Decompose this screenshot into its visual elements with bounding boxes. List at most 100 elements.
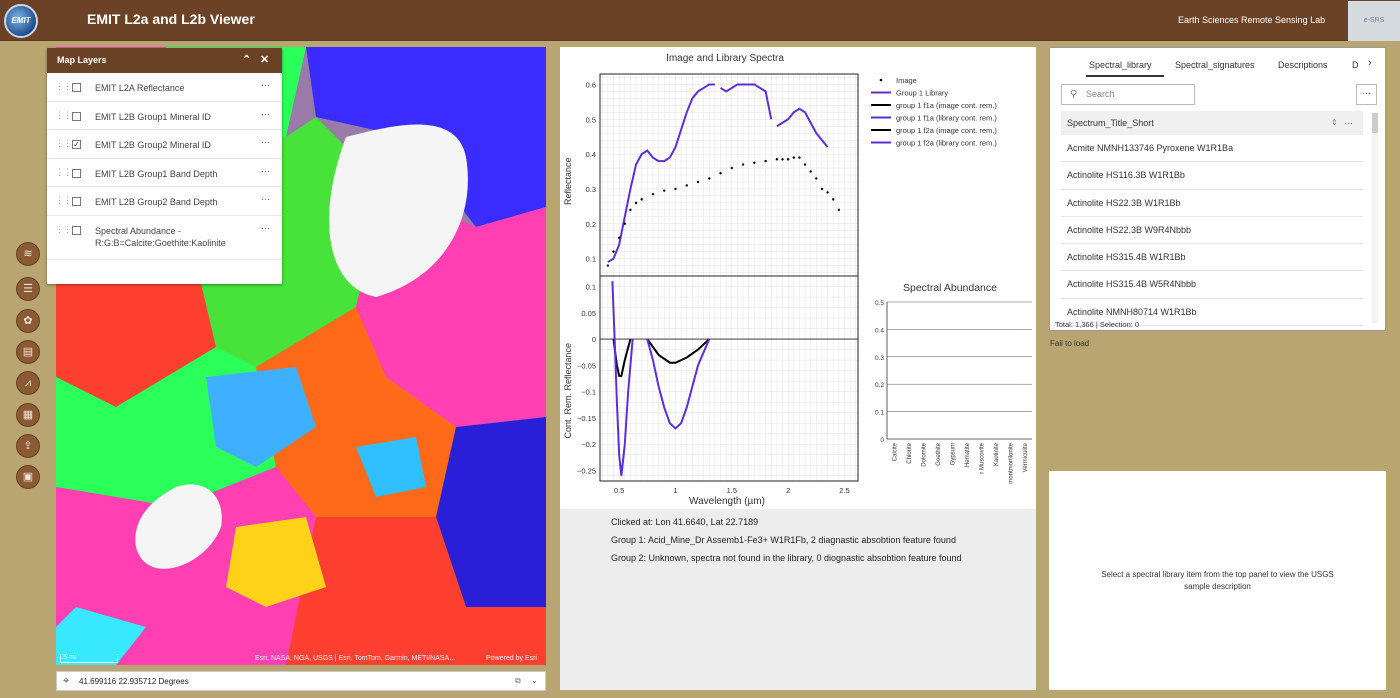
clicked-location: Clicked at: Lon 41.6640, Lat 22.7189 xyxy=(611,517,759,527)
table-row[interactable]: Actinolite HS315.4B W1R1Bb xyxy=(1061,244,1363,272)
spectra-charts: Image and Library Spectra 0.6 0.5 0.4 0.3 0.2… xyxy=(560,47,1036,509)
chevron-down-icon[interactable]: ⌄ xyxy=(531,676,538,685)
map-attribution[interactable]: Esri, NASA, NGA, USGS | Esri, TomTom, Ga… xyxy=(255,655,456,662)
legend-marker xyxy=(879,78,883,82)
close-icon[interactable]: ✕ xyxy=(260,54,270,66)
legend-label: group 1 f2a (image cont. rem.) xyxy=(896,126,997,135)
table-row[interactable]: Actinolite HS22.3B W9R4Nbbb xyxy=(1061,217,1363,245)
drag-handle-icon[interactable]: ⋮⋮ xyxy=(55,195,72,205)
layer-name: EMIT L2B Group2 Band Depth xyxy=(95,197,218,207)
layer-checkbox[interactable] xyxy=(72,225,81,235)
map-scale-bar: 5 mi xyxy=(60,654,118,663)
layer-checkbox[interactable]: ✓ xyxy=(72,140,81,149)
image-spectrum-point xyxy=(640,198,643,201)
image-spectrum-point xyxy=(634,201,638,205)
layer-checkbox[interactable] xyxy=(72,168,81,178)
layer-options-icon[interactable]: ··· xyxy=(261,108,270,119)
table-icon[interactable]: ▤ xyxy=(16,340,40,364)
grid-icon[interactable]: ▦ xyxy=(16,403,40,427)
y-axis-label-top: Reflectance xyxy=(563,157,573,205)
image-spectrum-point xyxy=(764,159,767,163)
layer-options-icon[interactable]: ··· xyxy=(261,222,270,233)
app-title: EMIT L2a and L2b Viewer xyxy=(87,11,255,27)
layer-checkbox[interactable] xyxy=(72,83,81,92)
abundance-category-label: Hematite xyxy=(965,442,971,467)
more-options-button[interactable]: ··· xyxy=(1356,84,1377,105)
table-row[interactable]: Actinolite HS315.4B W5R4Nbbb xyxy=(1061,271,1363,299)
table-row[interactable]: Acmite NMNH133746 Pyroxene W1R1Ba xyxy=(1061,135,1363,163)
scrollbar-thumb[interactable] xyxy=(1372,113,1378,133)
table-header: Spectrum_Title_Short ⇕ ··· xyxy=(1061,111,1363,135)
legend-label: group 1 f1a (image cont. rem.) xyxy=(896,101,997,110)
table-row[interactable]: Actinolite HS22.3B W1R1Bb xyxy=(1061,190,1363,217)
layer-options-icon[interactable]: ··· xyxy=(261,165,270,176)
layer-options-icon[interactable]: ··· xyxy=(261,80,270,90)
y-tick-label: 0.3 xyxy=(586,185,596,194)
tab-descriptions[interactable]: Descriptions xyxy=(1278,60,1328,70)
drag-handle-icon[interactable]: ⋮⋮ xyxy=(55,166,72,177)
search-input[interactable]: ⚲ Search xyxy=(1061,84,1195,105)
y-tick-label: 0.05 xyxy=(581,309,596,318)
list-icon[interactable]: ☰ xyxy=(16,277,40,301)
layer-options-icon[interactable]: ··· xyxy=(261,137,270,147)
layer-row[interactable]: ⋮⋮ EMIT L2B Group1 Band Depth ··· xyxy=(47,159,282,187)
drag-handle-icon[interactable]: ⋮⋮ xyxy=(55,109,72,120)
tab-overflow[interactable]: D xyxy=(1352,60,1359,70)
layer-row[interactable]: ⋮⋮ EMIT L2A Reflectance ··· xyxy=(47,73,282,102)
layer-row[interactable]: ⋮⋮ Spectral Abundance - R:G:B=Calcite:Goe… xyxy=(47,216,282,260)
chevron-right-icon[interactable]: › xyxy=(1368,57,1372,69)
map-view[interactable] xyxy=(56,47,546,665)
library-spectrum-line xyxy=(607,83,715,263)
table-scrollbar[interactable] xyxy=(1372,113,1378,323)
image-spectrum-point xyxy=(730,166,734,170)
drag-handle-icon[interactable]: ⋮⋮ xyxy=(55,223,72,234)
image-spectrum-point xyxy=(629,208,632,212)
continuum-removed-line xyxy=(646,338,711,430)
column-header-title[interactable]: Spectrum_Title_Short xyxy=(1067,118,1154,128)
layer-row[interactable]: ⋮⋮ EMIT L2B Group2 Band Depth ··· xyxy=(47,187,282,216)
layer-name: EMIT L2B Group2 Mineral ID xyxy=(95,140,211,150)
drag-handle-icon[interactable]: ⋮⋮ xyxy=(55,81,72,91)
image-spectrum-point xyxy=(741,163,745,166)
column-menu-icon[interactable]: ··· xyxy=(1344,118,1353,128)
tab-spectral-signatures[interactable]: Spectral_signatures xyxy=(1175,60,1255,70)
active-tab-indicator xyxy=(1086,75,1164,77)
layers-icon[interactable]: ≋ xyxy=(16,242,40,266)
basemap-icon[interactable]: ✿ xyxy=(16,309,40,333)
abundance-y-tick: 0.3 xyxy=(875,355,884,362)
mineral-map-image xyxy=(56,47,546,665)
print-icon[interactable]: ▣ xyxy=(16,465,40,489)
group1-result: Group 1: Acid_Mine_Dr Assemb1-Fe3+ W1R1F… xyxy=(611,535,956,545)
sort-icon[interactable]: ⇕ xyxy=(1331,118,1338,127)
image-spectrum-point xyxy=(753,161,756,165)
abundance-title: Spectral Abundance xyxy=(903,282,997,294)
powered-by-esri[interactable]: Powered by Esri xyxy=(486,655,537,662)
image-spectrum-point xyxy=(708,177,711,180)
layer-name: EMIT L2B Group1 Mineral ID xyxy=(95,111,211,122)
table-row[interactable]: Actinolite HS116.3B W1R1Bb xyxy=(1061,162,1363,190)
y-axis-label-bottom: Cont. Rem. Reflectance xyxy=(563,343,573,439)
table-row[interactable]: Actinolite NMNH80714 W1R1Bb xyxy=(1061,299,1363,327)
fail-message: Fail to load xyxy=(1050,339,1090,348)
share-icon[interactable]: ⇪ xyxy=(16,434,40,458)
copy-icon[interactable]: ⧉ xyxy=(515,676,521,685)
image-spectrum-point xyxy=(792,156,795,159)
chart-icon[interactable]: ⩘ xyxy=(16,371,40,395)
layer-row[interactable]: ⋮⋮ EMIT L2B Group1 Mineral ID ··· xyxy=(47,102,282,130)
y-tick-label: −0.05 xyxy=(577,361,596,370)
layer-options-icon[interactable]: ··· xyxy=(261,194,270,204)
layer-checkbox[interactable] xyxy=(72,197,81,206)
layer-row[interactable]: ⋮⋮ ✓ EMIT L2B Group2 Mineral ID ··· xyxy=(47,130,282,159)
tab-spectral-library[interactable]: Spectral_library xyxy=(1089,60,1152,70)
coordinate-readout: 41.699116 22.935712 Degrees xyxy=(79,677,189,686)
drag-handle-icon[interactable]: ⋮⋮ xyxy=(55,138,72,148)
layer-checkbox[interactable] xyxy=(72,111,81,121)
image-spectrum-point xyxy=(606,264,610,267)
abundance-category-label: Goethite xyxy=(936,442,942,465)
chart-title: Image and Library Spectra xyxy=(666,53,784,64)
image-spectrum-point xyxy=(623,222,626,225)
y-tick-label: 0.2 xyxy=(586,220,596,229)
image-spectrum-point xyxy=(696,180,700,184)
crosshair-icon[interactable]: ⌖ xyxy=(63,675,70,687)
collapse-icon[interactable]: ⌃ xyxy=(242,54,252,66)
